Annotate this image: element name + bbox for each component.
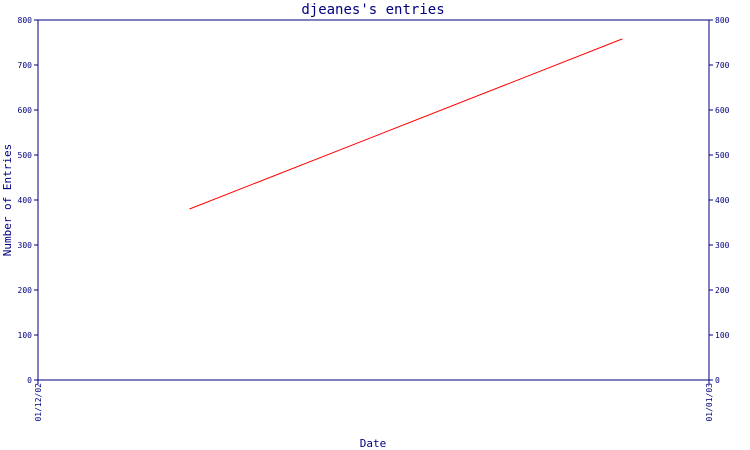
y-tick-label-right: 500 [715,151,730,160]
y-tick-label-left: 600 [18,106,33,115]
y-axis-right: 0 100 200 300 400 500 600 700 800 [709,16,730,385]
y-tick-label-left: 300 [18,241,33,250]
y-axis-title: Number of Entries [1,144,14,257]
y-tick-label-right: 800 [715,16,730,25]
y-axis-left: 0 100 200 300 400 500 600 700 800 [18,16,38,385]
y-tick-label-left: 200 [18,286,33,295]
y-tick-label-right: 700 [715,61,730,70]
y-tick-label-left: 800 [18,16,33,25]
chart-title: djeanes's entries [301,2,444,18]
y-tick-label-right: 0 [715,376,720,385]
y-tick-label-left: 400 [18,196,33,205]
y-tick-label-left: 700 [18,61,33,70]
series-line-entries [189,38,623,210]
x-axis: 01/12/02 01/01/03 [34,380,714,422]
series-layer [189,38,623,210]
y-tick-label-right: 100 [715,331,730,340]
plot-area [37,19,710,381]
y-tick-label-right: 400 [715,196,730,205]
y-tick-label-left: 100 [18,331,33,340]
y-tick-label-right: 600 [715,106,730,115]
y-tick-label-right: 200 [715,286,730,295]
x-tick-label: 01/12/02 [34,383,43,422]
y-tick-label-left: 0 [27,376,32,385]
x-tick-label: 01/01/03 [705,383,714,422]
y-tick-label-left: 500 [18,151,33,160]
y-tick-label-right: 300 [715,241,730,250]
x-axis-title: Date [360,437,387,450]
